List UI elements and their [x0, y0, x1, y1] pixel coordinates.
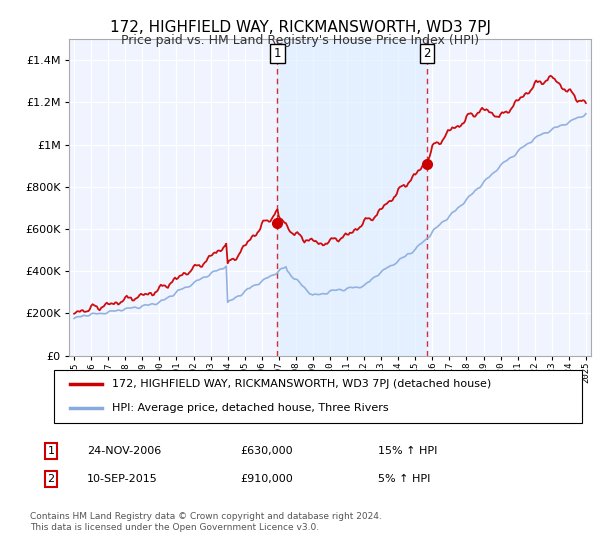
Text: 10-SEP-2015: 10-SEP-2015: [87, 474, 158, 484]
Text: 5% ↑ HPI: 5% ↑ HPI: [378, 474, 430, 484]
Text: 1: 1: [274, 47, 281, 60]
FancyBboxPatch shape: [54, 370, 582, 423]
Text: 172, HIGHFIELD WAY, RICKMANSWORTH, WD3 7PJ (detached house): 172, HIGHFIELD WAY, RICKMANSWORTH, WD3 7…: [112, 380, 491, 390]
Text: Contains HM Land Registry data © Crown copyright and database right 2024.
This d: Contains HM Land Registry data © Crown c…: [30, 512, 382, 532]
Text: Price paid vs. HM Land Registry's House Price Index (HPI): Price paid vs. HM Land Registry's House …: [121, 34, 479, 46]
Text: 1: 1: [47, 446, 55, 456]
Text: HPI: Average price, detached house, Three Rivers: HPI: Average price, detached house, Thre…: [112, 403, 389, 413]
Text: 24-NOV-2006: 24-NOV-2006: [87, 446, 161, 456]
Text: 172, HIGHFIELD WAY, RICKMANSWORTH, WD3 7PJ: 172, HIGHFIELD WAY, RICKMANSWORTH, WD3 7…: [110, 20, 491, 35]
Text: £630,000: £630,000: [240, 446, 293, 456]
Text: 2: 2: [424, 47, 431, 60]
Text: £910,000: £910,000: [240, 474, 293, 484]
Text: 15% ↑ HPI: 15% ↑ HPI: [378, 446, 437, 456]
Text: 2: 2: [47, 474, 55, 484]
Bar: [277, 39, 427, 356]
